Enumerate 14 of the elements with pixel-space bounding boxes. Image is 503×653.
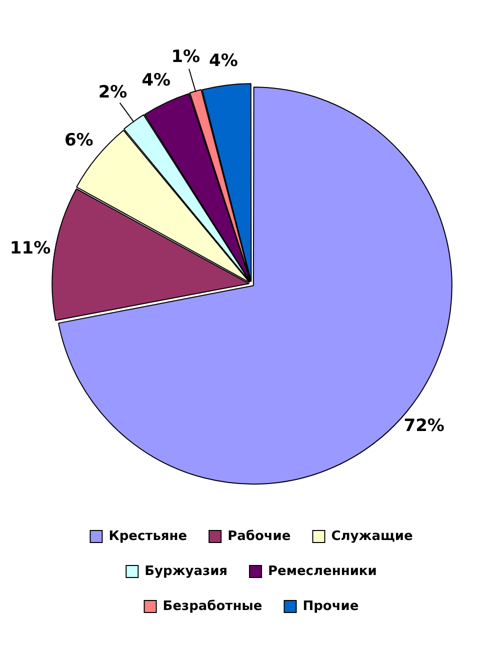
data-label: 72%	[404, 416, 444, 436]
legend-label: Буржуазия	[144, 564, 228, 579]
legend-label: Служащие	[331, 528, 413, 544]
data-label: 4%	[142, 70, 171, 91]
data-label: 2%	[98, 82, 128, 102]
data-label: 6%	[64, 130, 94, 151]
data-label: 11%	[10, 238, 51, 258]
legend-label: Рабочие	[228, 528, 291, 544]
legend-label: Ремесленники	[268, 564, 377, 579]
legend-label: Безработные	[162, 598, 262, 614]
legend-label: Крестьяне	[108, 528, 188, 544]
data-label: 4%	[208, 51, 238, 72]
legend-label: Прочие	[302, 598, 359, 614]
data-label: 1%	[171, 46, 200, 67]
